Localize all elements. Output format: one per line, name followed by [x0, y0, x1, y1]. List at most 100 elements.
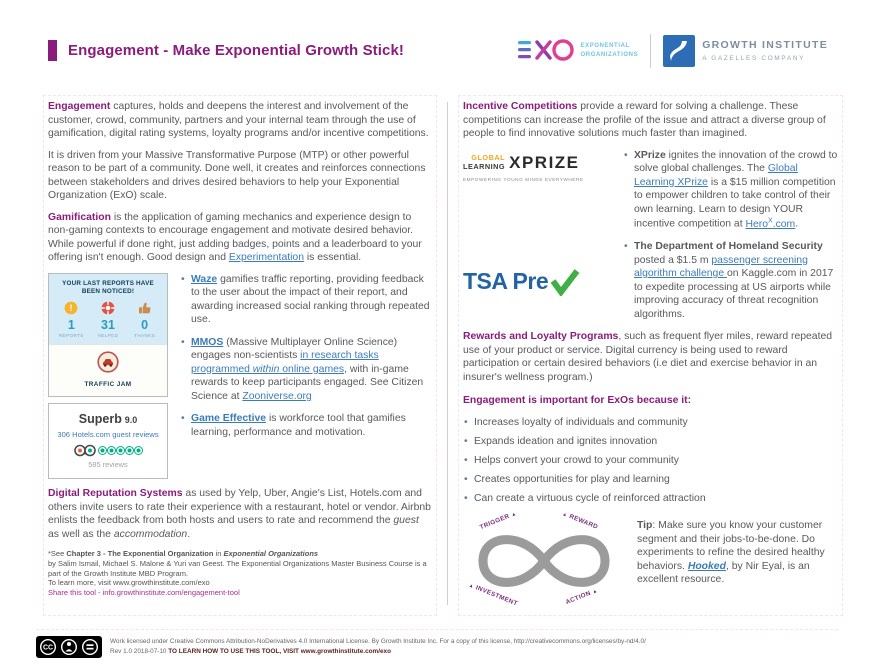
rating-dot — [126, 447, 133, 455]
rating-dots — [99, 447, 142, 455]
tripadvisor-owl-icon — [74, 445, 96, 457]
xprize-lead: XPrize — [634, 149, 666, 161]
rating-dot — [117, 447, 124, 455]
xprize-tagline: EMPOWERING YOUNG MINDS EVERYWHERE — [463, 176, 584, 182]
text-segment: (Massive Multiplayer Online Science) eng… — [191, 336, 398, 362]
text-segment: in — [213, 549, 224, 559]
digital-reputation-paragraph: Digital Reputation Systems as used by Ye… — [48, 487, 432, 541]
tripadvisor-rating-row — [53, 444, 163, 457]
waze-stat-reports: ! 1 REPORTS — [53, 301, 89, 339]
text-segment: as used by Yelp, Uber, Angie's List, Hot… — [48, 488, 431, 527]
engagement-lead: Engagement — [48, 101, 111, 112]
left-column: Engagement captures, holds and deepens t… — [43, 94, 437, 617]
rating-dot — [135, 447, 142, 455]
text-segment: posted a $1.5 m — [634, 254, 712, 266]
text-segment: provide a reward for solving a challenge… — [463, 101, 826, 140]
game-effective-link[interactable]: Game Effective — [191, 413, 267, 425]
xprize-learning-text: LEARNING — [463, 161, 506, 171]
text-segment: captures, holds and deepens the interest… — [48, 101, 429, 140]
gamification-examples-row: YOUR LAST REPORTS HAVE BEEN NOTICED! ! 1… — [48, 272, 432, 480]
revision-text: Rev 1.0 2018-07-10 — [110, 648, 169, 655]
global-learning-xprize-link[interactable]: Global Learning XPrize — [634, 163, 798, 188]
text-segment: within — [252, 363, 280, 375]
waze-link[interactable]: Waze — [191, 273, 218, 285]
hotels-com-reviews-link[interactable]: 306 Hotels.com guest reviews — [57, 429, 159, 439]
text-segment: . — [187, 528, 191, 540]
rating-dot — [99, 447, 106, 455]
xprize-row: GLOBAL LEARNING XPRIZE EMPOWERING YOUNG … — [463, 149, 838, 232]
list-item: MMOS (Massive Multiplayer Online Science… — [180, 336, 432, 404]
exo-logo-line2: ORGANIZATIONS — [580, 52, 639, 58]
text-segment: accommodation — [113, 528, 188, 540]
hotel-rating-word: Superb — [78, 412, 122, 427]
page-title: Engagement - Make Exponential Growth Sti… — [68, 41, 405, 59]
hotel-review-card: Superb 9.0 306 Hotels.com guest reviews — [48, 403, 168, 480]
waze-stat-value: 31 — [101, 318, 115, 333]
xprize-logo-stack: GLOBAL LEARNING — [463, 153, 506, 171]
zooniverse-link[interactable]: Zooniverse.org — [242, 390, 312, 402]
growth-institute-logo-text: GROWTH INSTITUTE A GAZELLES COMPANY — [702, 39, 828, 63]
passenger-screening-challenge-link[interactable]: passenger screening algorithm challenge — [634, 254, 808, 280]
mmos-link[interactable]: MMOS — [191, 336, 224, 348]
license-text: Work licensed under Creative Commons Att… — [110, 637, 646, 657]
benefits-heading: Engagement is important for ExOs because… — [463, 395, 692, 407]
license-footer: CC Work licensed under Creative Commons … — [36, 629, 838, 658]
waze-stat-value: 1 — [67, 318, 75, 333]
text-segment: . — [795, 218, 799, 230]
text-segment: Exponential Organizations — [223, 549, 319, 559]
header-logos: EXPONENTIAL ORGANIZATIONS GROWTH INSTITU… — [517, 34, 828, 68]
svg-text:CC: CC — [43, 645, 53, 652]
text-segment: is the application of gaming mechanics a… — [48, 211, 422, 264]
digital-reputation-lead: Digital Reputation Systems — [48, 488, 183, 500]
rating-dot — [108, 447, 115, 455]
thumbs-up-icon — [138, 302, 151, 314]
text-segment: as well as the — [48, 528, 114, 540]
text-segment: guest — [393, 515, 419, 527]
engagement-definition: Engagement captures, holds and deepens t… — [48, 100, 432, 141]
cc-license-icon: CC — [36, 636, 102, 658]
main-content: Engagement captures, holds and deepens t… — [0, 92, 872, 617]
waze-card-header: YOUR LAST REPORTS HAVE BEEN NOTICED! — [62, 279, 154, 295]
title-row: Engagement - Make Exponential Growth Sti… — [48, 40, 404, 61]
xprize-logo: GLOBAL LEARNING XPRIZE EMPOWERING YOUNG … — [463, 149, 613, 232]
logo-divider — [650, 34, 652, 68]
waze-stat-helped: 31 HELPED — [90, 301, 126, 339]
text-segment: X — [768, 217, 773, 225]
warning-icon: ! — [64, 301, 78, 315]
footnote-line-2: by Salim Ismail, Michael S. Malone & Yur… — [48, 558, 427, 578]
xprize-logo-main: GLOBAL LEARNING XPRIZE — [463, 152, 613, 174]
herox-link[interactable]: HeroX.com — [745, 217, 796, 230]
hook-loop-diagram: TRIGGER REWARD INVESTMENT ACTION — [463, 509, 625, 611]
column-divider — [447, 102, 448, 606]
text-segment: : Make sure you know your customer segme… — [637, 520, 825, 572]
waze-stat-thanks: 0 THANKS — [126, 301, 162, 339]
waze-card-bottom: TRAFFIC JAM — [49, 344, 167, 397]
text-segment: is essential. — [303, 252, 362, 264]
text-segment: *See — [48, 549, 67, 559]
experimentation-link[interactable]: Experimentation — [228, 252, 304, 264]
traffic-jam-icon — [97, 351, 119, 373]
list-item: Increases loyalty of individuals and com… — [463, 416, 838, 430]
exo-logo-line1: EXPONENTIAL — [580, 43, 630, 49]
gazelles-tagline: A GAZELLES COMPANY — [702, 54, 806, 62]
rewards-loyalty-paragraph: Rewards and Loyalty Programs, such as fr… — [463, 330, 838, 384]
check-icon — [550, 269, 580, 297]
tip-paragraph: Tip: Make sure you know your customer se… — [637, 511, 838, 587]
research-tasks-link[interactable]: in research tasks programmed within onli… — [191, 350, 379, 375]
waze-stats: ! 1 REPORTS — [53, 301, 163, 339]
hooked-book-link[interactable]: Hooked — [687, 560, 726, 572]
footnote-line-1: *See Chapter 3 - The Exponential Organiz… — [48, 549, 432, 559]
text-segment: Chapter 3 - The Exponential Organization — [66, 549, 214, 559]
tip-lead: Tip — [637, 520, 653, 532]
list-item: Can create a virtuous cycle of reinforce… — [463, 492, 838, 506]
text-segment: .com — [772, 218, 796, 230]
tsa-pre-text: TSA Pre — [463, 268, 549, 295]
rewards-loyalty-lead: Rewards and Loyalty Programs — [463, 331, 619, 343]
footnote: *See Chapter 3 - The Exponential Organiz… — [48, 549, 432, 598]
share-tool-link[interactable]: Share this tool - info.growthinstitute.c… — [48, 588, 240, 598]
growth-institute-logo-icon — [663, 35, 696, 67]
review-count: 585 reviews — [88, 460, 128, 470]
mtp-paragraph: It is driven from your Massive Transform… — [48, 149, 426, 202]
hotel-rating-value: 9.0 — [124, 415, 138, 426]
